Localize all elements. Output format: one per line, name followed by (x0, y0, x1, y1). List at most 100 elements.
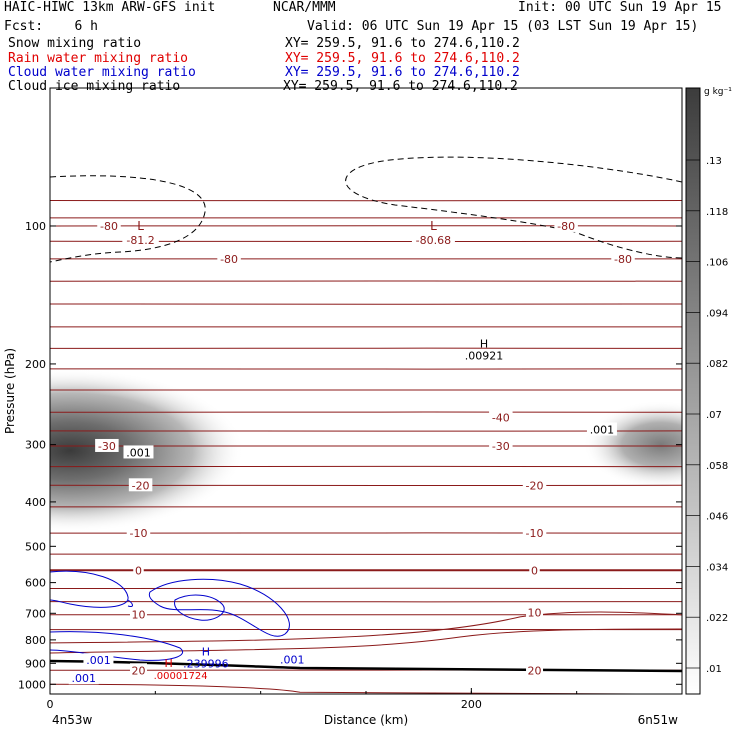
forecast-hour: Fcst: 6 h (4, 19, 98, 34)
isotherm-extremum-marker: L (430, 219, 437, 233)
isotherm-label: 10 (528, 606, 542, 619)
isotherm-label: 10 (131, 609, 145, 622)
colorbar-tick-label: .094 (706, 308, 728, 319)
isotherm-label: 0 (135, 564, 142, 577)
isotherm-label: -80 (614, 253, 632, 266)
isotherm-extremum-marker: L (137, 219, 144, 233)
cloud-water-contour (50, 631, 183, 661)
y-axis-label: Pressure (hPa) (3, 348, 17, 434)
isotherm-label-bg (489, 438, 513, 452)
cloud-water-contour (148, 578, 290, 637)
cloud-ice-extremum-marker: H (480, 338, 488, 351)
isotherm-label: -20 (526, 479, 544, 492)
colorbar-tick-label: .01 (706, 664, 722, 675)
colorbar-tick-label: .106 (706, 258, 728, 269)
isotherm-extremum-value: -80.68 (416, 234, 451, 247)
isotherm-label: -20 (132, 479, 150, 492)
colorbar-tick-label: .07 (706, 410, 722, 421)
rain-water-extremum-marker: H (164, 657, 172, 670)
cloud-ice-extremum-value: .00921 (465, 350, 504, 363)
isotherm-line (50, 587, 682, 590)
field-name-cloud-ice: Cloud ice mixing ratio (8, 79, 181, 94)
colorbar-tick-label: .118 (706, 207, 728, 218)
y-tick-label: 200 (25, 358, 46, 371)
cloud-water-label-bg (68, 671, 99, 685)
cloud-ice-label-bg (586, 422, 617, 436)
isotherm-label-bg (133, 563, 144, 577)
isotherm-label-bg (554, 218, 578, 232)
isotherm-label-bg (128, 478, 153, 492)
valid-time: Valid: 06 UTC Sun 19 Apr 15 (03 LST Sun … (307, 19, 699, 34)
cloud-water-contour (174, 594, 225, 621)
y-tick-label: 600 (25, 577, 46, 590)
y-tick-label: 100 (25, 220, 46, 233)
isotherm-line (50, 465, 682, 468)
isotherm-label-bg (129, 607, 147, 621)
isotherm-line (50, 225, 682, 227)
cloud-ice-contour (50, 175, 206, 263)
field-xy-rain: XY= 259.5, 91.6 to 274.6,110.2 (285, 51, 520, 66)
isotherm-label-bg (522, 478, 547, 492)
cloud-water-label: .001 (86, 654, 111, 667)
cloud-water-contour (50, 570, 129, 608)
cloud-ice-label-bg (123, 445, 154, 459)
cloud-water-label: .001 (280, 653, 305, 666)
cloud-water-label-bg (277, 652, 308, 666)
colorbar-tick-label: .058 (706, 461, 728, 472)
isotherm-line (50, 484, 682, 487)
isotherm-label: 20 (528, 664, 542, 677)
isotherm-label-bg (129, 663, 147, 677)
y-tick-label: 1000 (18, 678, 46, 691)
cloud-water-contour (127, 599, 133, 607)
isotherm-extremum-value: -81.2 (126, 234, 154, 247)
isotherm-label: -30 (492, 440, 510, 453)
isotherm-line (50, 683, 682, 694)
isotherm-line (50, 367, 682, 370)
isotherm-line (50, 628, 682, 654)
y-tick-label: 800 (25, 634, 46, 647)
isotherm-line (50, 553, 682, 556)
y-tick-label: 300 (25, 439, 46, 452)
field-xy-cloud-water: XY= 259.5, 91.6 to 274.6,110.2 (285, 65, 520, 80)
cloud-ice-label: .001 (590, 423, 615, 436)
isotherm-line (50, 280, 682, 283)
colorbar-fill (685, 87, 701, 695)
y-tick-label: 500 (25, 540, 46, 553)
isotherm-label: -30 (98, 440, 116, 453)
plot-title: HAIC-HIWC 13km ARW-GFS init (4, 0, 216, 15)
isotherm-label-bg (126, 526, 151, 540)
isotherm-line (50, 303, 682, 305)
isotherm-label-bg (489, 410, 513, 424)
rain-water-extremum-value: .00001724 (154, 671, 208, 682)
colorbar-tick-label: .046 (706, 512, 728, 523)
isotherm-line (50, 411, 682, 414)
cloud-water-extremum-marker: H (202, 646, 210, 659)
field-xy-snow: XY= 259.5, 91.6 to 274.6,110.2 (285, 36, 520, 51)
isotherm-label: -80 (100, 220, 118, 233)
colorbar-tick-label: .022 (706, 613, 728, 624)
isotherm-line (50, 347, 682, 350)
field-name-rain: Rain water mixing ratio (8, 51, 189, 66)
isotherm-label-bg (217, 251, 241, 265)
isotherm-extremum-bg (411, 232, 455, 246)
x-tick-label: 200 (461, 698, 482, 711)
colorbar-tick-label: .034 (706, 562, 728, 573)
isotherm-label-bg (522, 526, 547, 540)
field-name-snow: Snow mixing ratio (8, 36, 142, 51)
colorbar: .01 .022 .034 .046 .058 .07 .082 .094 .106 .118 .1… (685, 87, 732, 695)
isotherm-extremum-bg (122, 232, 159, 246)
isotherm-label: 20 (131, 664, 145, 677)
colorbar-tick-label: .13 (706, 156, 722, 167)
isotherm-label-bg (526, 605, 544, 619)
field-name-cloud-water: Cloud water mixing ratio (8, 65, 196, 80)
y-tick-label: 400 (25, 496, 46, 509)
org-label: NCAR/MMM (273, 0, 336, 15)
y-tick-label: 900 (25, 657, 46, 670)
isotherm-line (50, 600, 682, 603)
isotherm-label-bg (97, 218, 121, 232)
y-tick-label: 700 (25, 607, 46, 620)
init-time: Init: 00 UTC Sun 19 Apr 15 (518, 0, 722, 15)
colorbar-tick-label: .082 (706, 359, 728, 370)
cloud-ice-label: .001 (126, 446, 151, 459)
isotherm-label-bg (526, 663, 544, 677)
